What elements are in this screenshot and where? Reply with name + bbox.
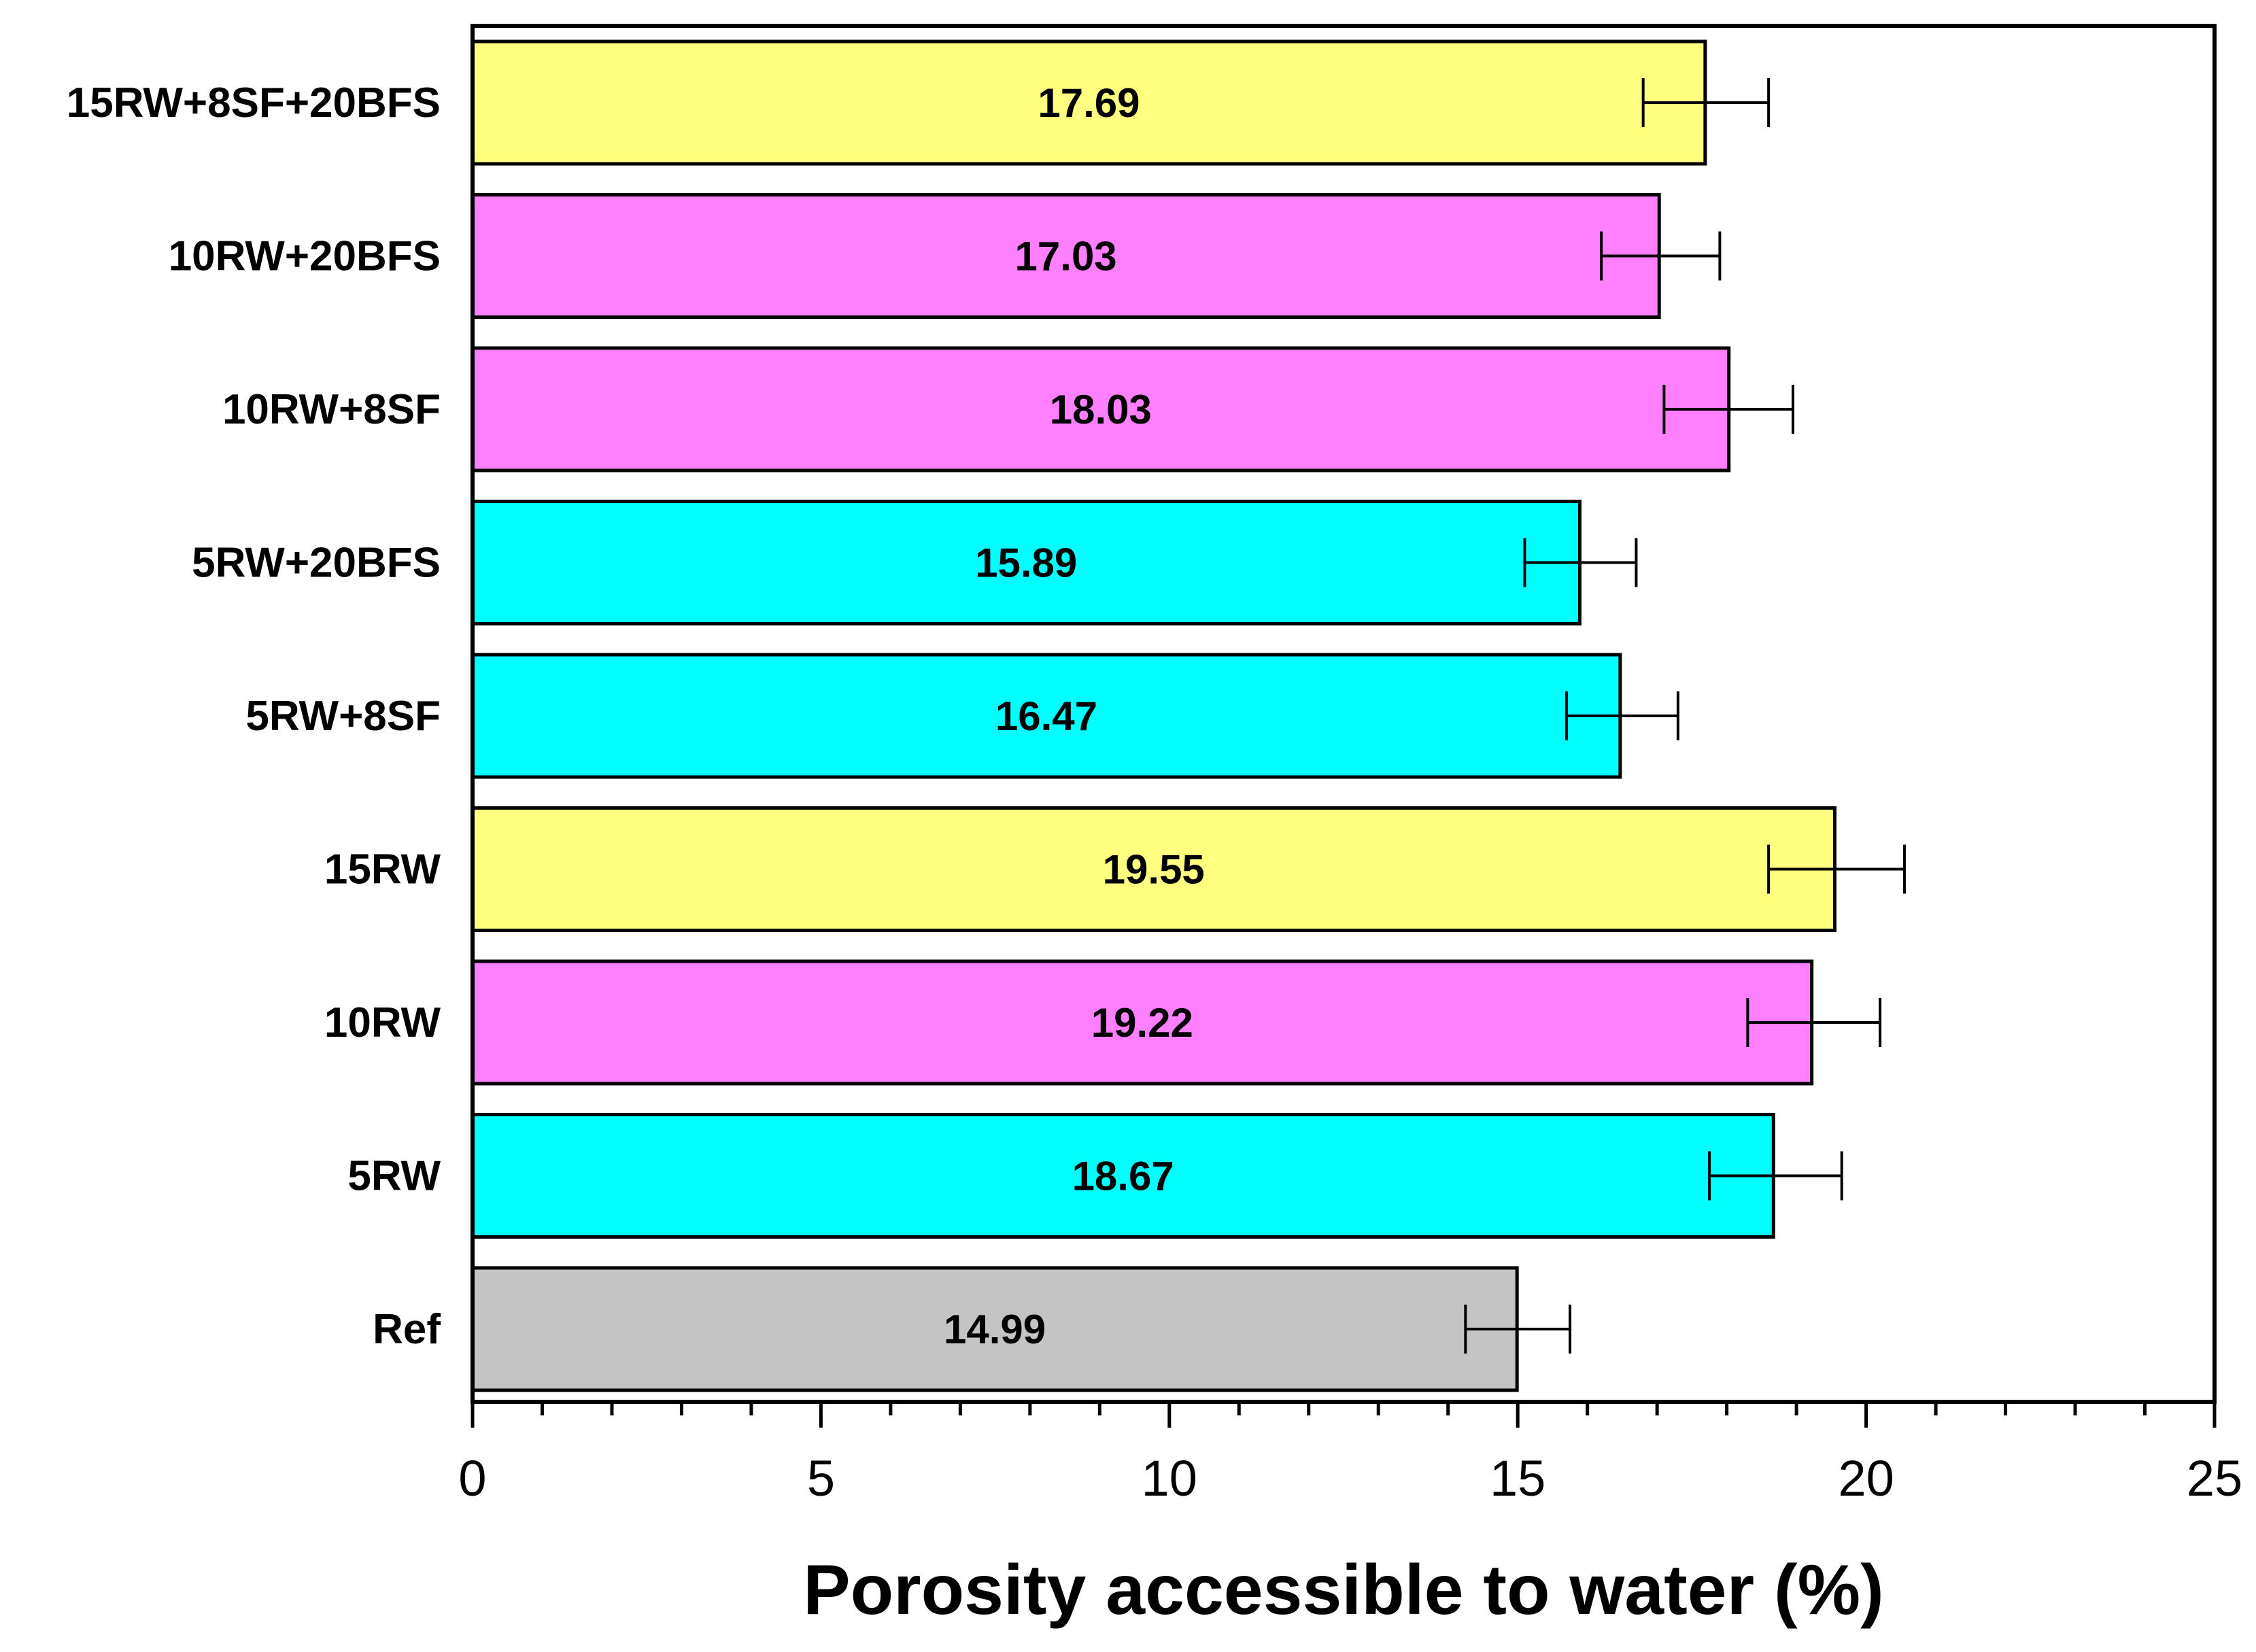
x-axis-title: Porosity accessible to water (%) xyxy=(803,1551,1883,1630)
bar-5RW+20BFS xyxy=(471,500,1582,625)
bar-15RW xyxy=(471,806,1836,932)
x-tick-label: 20 xyxy=(1838,1450,1894,1507)
value-label: 18.03 xyxy=(1050,387,1152,432)
value-label: 17.69 xyxy=(1038,80,1140,126)
bar-5RW+8SF xyxy=(471,653,1622,779)
bar-10RW xyxy=(471,959,1814,1086)
value-label: 14.99 xyxy=(944,1307,1046,1352)
value-label: 19.22 xyxy=(1091,1000,1193,1046)
plot-frame xyxy=(471,24,2217,1404)
bar-10RW+8SF xyxy=(471,346,1731,472)
x-tick-label: 0 xyxy=(458,1450,486,1507)
x-axis: 0 5 10 15 20 25 xyxy=(458,1402,2242,1507)
value-label: 19.55 xyxy=(1103,847,1205,893)
value-label: 16.47 xyxy=(995,693,1097,739)
bar-Ref xyxy=(471,1266,1519,1392)
bar-10RW+20BFS xyxy=(471,193,1661,319)
bar-15RW+8SF+20BFS xyxy=(471,39,1707,166)
category-label: 10RW+8SF xyxy=(222,386,441,433)
category-label: 5RW+20BFS xyxy=(192,540,441,587)
x-tick-label: 10 xyxy=(1142,1450,1197,1507)
category-label: 5RW+8SF xyxy=(245,693,441,740)
category-label: 10RW xyxy=(324,999,441,1046)
x-tick-label: 25 xyxy=(2187,1450,2242,1507)
x-tick-label: 5 xyxy=(807,1450,835,1507)
category-label: 15RW+8SF+20BFS xyxy=(67,80,441,126)
value-label: 18.67 xyxy=(1072,1154,1174,1199)
x-tick-label: 15 xyxy=(1490,1450,1545,1507)
bars-layer: 17.69 15RW+8SF+20BFS 17.03 10RW+20BFS 18.03 1… xyxy=(67,39,1906,1392)
category-label: 10RW+20BFS xyxy=(169,233,441,280)
category-label: 15RW xyxy=(324,846,441,893)
value-label: 15.89 xyxy=(975,540,1077,586)
value-label: 17.03 xyxy=(1015,234,1117,279)
category-label: Ref xyxy=(373,1306,441,1353)
bar-5RW xyxy=(471,1113,1775,1239)
category-label: 5RW xyxy=(347,1153,441,1200)
